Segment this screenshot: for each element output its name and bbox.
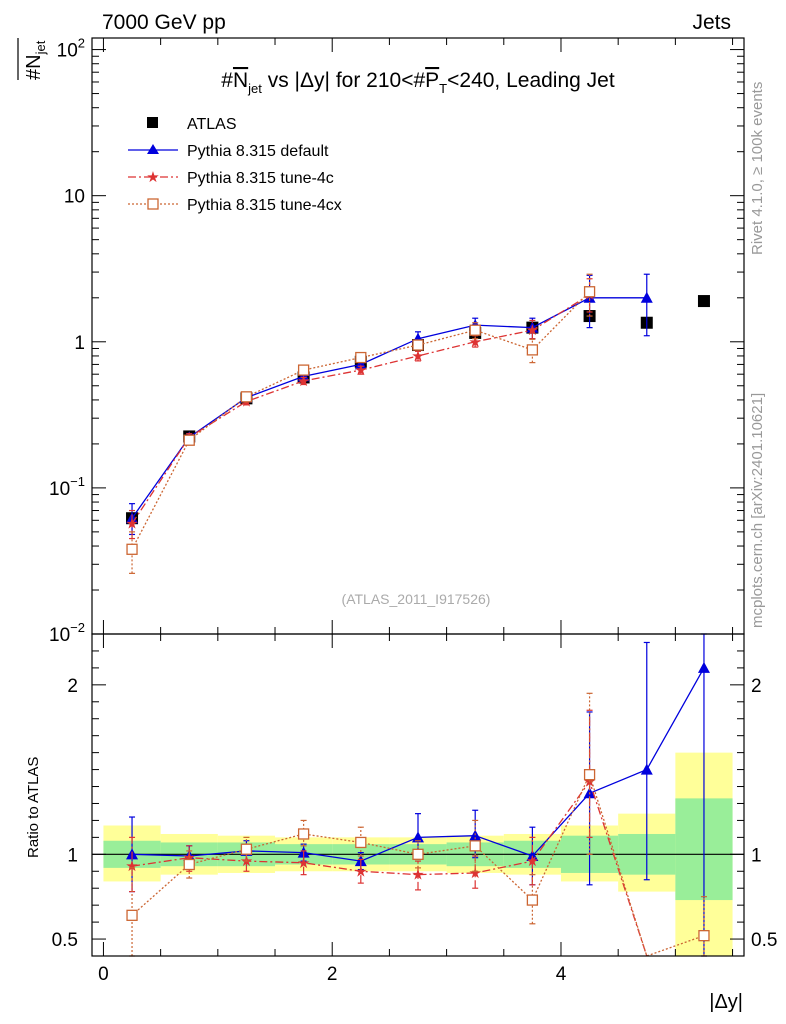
x-tick-label: 2 [327,964,338,985]
ratio-point-3 [126,909,138,921]
x-axis-ticks: 0 2 4 [98,38,734,985]
main-y-tick-label: 102 [57,36,85,62]
main-point-2: ★ [468,334,481,351]
y-axis-label-main: #Njet [17,38,48,80]
ratio-y-tick-label-left: 0.5 [52,930,78,951]
rivet-version-label: Rivet 4.1.0, ≥ 100k events [749,82,766,255]
ratio-point-2: ★ [354,863,367,880]
main-y-tick-label: 10 [64,187,85,208]
svg-text:★: ★ [146,169,159,186]
ratio-point-3 [183,858,195,871]
legend-entry-atlas: ATLAS [147,116,237,133]
main-point-2: ★ [411,348,424,365]
main-series-layer: ★★★★★★★★★ [125,273,710,574]
legend: ATLAS Pythia 8.315 default ★ Pythia 8.31… [128,116,342,214]
main-point-2: ★ [354,362,367,379]
main-point-2: ★ [297,373,310,390]
ratio-point-1 [697,661,710,673]
main-point-3 [126,543,138,555]
ratio-series-line-2 [131,780,648,957]
main-point-2: ★ [526,322,539,339]
ratio-y-tick-label-left: 1 [67,845,78,866]
ratio-y-ticks: 0.5 0.5 1 1 2 2 [52,650,777,951]
ratio-point-3 [698,930,710,942]
ratio-point-3 [240,843,253,855]
main-point-1 [297,370,310,382]
main-y-tick-label: 1 [74,333,85,354]
x-tick-label: 0 [98,964,109,985]
main-point-0 [697,295,710,308]
main-point-3 [355,351,367,364]
ratio-point-1 [526,850,539,862]
ratio-y-tick-label-right: 1 [751,845,762,866]
main-y-ticks: 10−2 10−1 1 10 102 [49,36,744,646]
ratio-point-3 [297,828,310,840]
svg-text:Pythia 8.315 default: Pythia 8.315 default [187,143,329,160]
svg-text:Pythia 8.315 tune-4c: Pythia 8.315 tune-4c [187,170,334,187]
analysis-watermark: (ATLAS_2011_I917526) [342,591,491,607]
main-point-3 [412,339,424,351]
svg-text:Pythia 8.315 tune-4cx: Pythia 8.315 tune-4cx [187,197,342,214]
ratio-frame [91,633,745,957]
main-series-line-3 [131,291,591,550]
ratio-point-2: ★ [125,858,138,875]
ratio-y-tick-label-right: 0.5 [751,930,777,951]
y-axis-label-ratio: Ratio to ATLAS [25,757,42,858]
ratio-point-2: ★ [297,855,310,872]
ratio-point-3 [412,848,424,860]
main-series-line-1 [131,297,647,519]
main-point-3 [240,391,253,403]
x-axis-label: |Δy| [709,991,743,1013]
ratio-point-3 [526,894,539,906]
ratio-point-2: ★ [526,853,539,870]
main-point-2: ★ [125,516,138,533]
ratio-point-3 [583,769,596,781]
ratio-point-3 [355,836,367,849]
main-point-3 [183,434,195,446]
ratio-y-tick-label-left: 2 [67,676,78,697]
ratio-point-2: ★ [468,865,481,882]
ratio-y-tick-label-right: 2 [751,676,762,697]
main-y-tick-label: 10−1 [49,474,85,500]
main-y-tick-label: 10−2 [49,620,85,646]
main-point-1 [640,291,653,303]
svg-text:ATLAS: ATLAS [187,116,237,133]
mcplots-source-label: mcplots.cern.ch [arXiv:2401.10621] [749,393,766,628]
main-point-3 [526,344,539,356]
main-series-line-2 [131,294,590,524]
legend-entry-pythia-default: Pythia 8.315 default [128,143,329,160]
main-point-3 [583,286,596,298]
main-point-3 [469,324,481,336]
ratio-point-2: ★ [411,867,424,884]
process-label: Jets [692,11,731,34]
energy-label: 7000 GeV pp [102,11,226,34]
chart-title: #Njet vs |Δy| for 210<#PT<240, Leading J… [221,69,615,96]
x-tick-label: 4 [556,964,567,985]
ratio-panel: ★ ★ ★ ★ ★ ★ ★ ★ ★ 0.5 0.5 1 1 2 2 0 2 4 [52,38,777,985]
ratio-series-layer: ★★★★★★★★★ [125,633,710,957]
svg-text:#Njet: #Njet [23,40,48,80]
ratio-point-1 [412,831,424,843]
ratio-point-3 [469,840,481,852]
ratio-series-line-3 [131,772,705,957]
legend-entry-pythia-tune-4c: ★ Pythia 8.315 tune-4c [128,169,334,187]
ratio-point-1 [640,763,653,775]
main-point-3 [297,364,310,376]
legend-entry-pythia-tune-4cx: Pythia 8.315 tune-4cx [128,197,342,214]
